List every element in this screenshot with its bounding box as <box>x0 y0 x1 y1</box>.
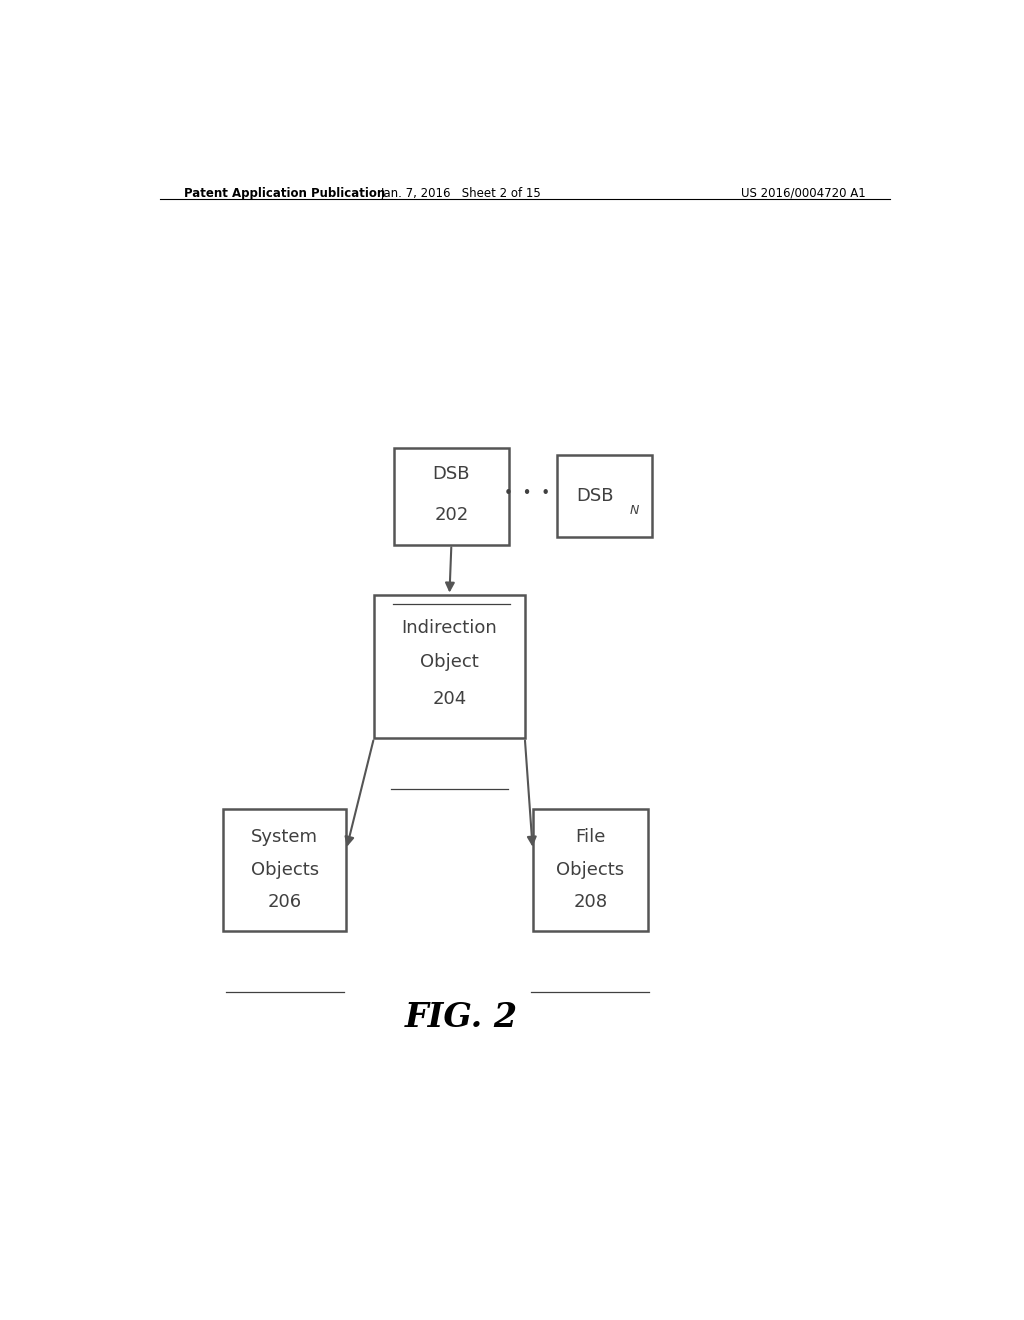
Bar <box>374 595 524 738</box>
Bar <box>223 809 346 931</box>
Text: Objects: Objects <box>556 861 625 879</box>
Text: File: File <box>575 829 605 846</box>
Text: 204: 204 <box>432 690 467 708</box>
Text: US 2016/0004720 A1: US 2016/0004720 A1 <box>741 187 866 199</box>
Text: 208: 208 <box>573 894 607 911</box>
Text: FIG. 2: FIG. 2 <box>404 1001 518 1034</box>
Text: Jan. 7, 2016   Sheet 2 of 15: Jan. 7, 2016 Sheet 2 of 15 <box>381 187 542 199</box>
Text: •  •  •: • • • <box>504 486 550 502</box>
Text: DSB: DSB <box>575 487 613 504</box>
Text: System: System <box>251 829 318 846</box>
Text: Object: Object <box>420 652 479 671</box>
Text: Indirection: Indirection <box>401 619 498 638</box>
Text: DSB: DSB <box>433 465 470 483</box>
Text: 206: 206 <box>267 894 302 911</box>
Text: 202: 202 <box>434 506 469 524</box>
Bar <box>394 447 509 545</box>
Bar <box>532 809 648 931</box>
Text: N: N <box>630 503 639 516</box>
Text: Patent Application Publication: Patent Application Publication <box>183 187 385 199</box>
Bar <box>557 455 652 536</box>
Text: Objects: Objects <box>251 861 318 879</box>
